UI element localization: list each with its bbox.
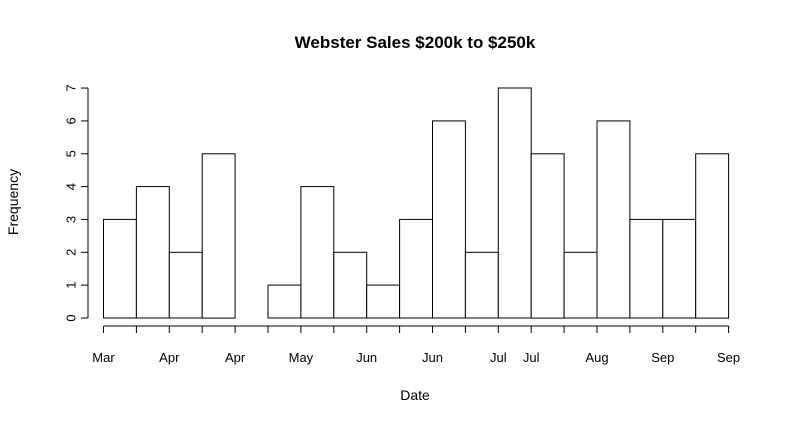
x-axis: Mar Apr Apr May Jun Jun Jul Jul Aug Sep Sep xyxy=(92,325,740,365)
histogram-bar xyxy=(497,87,532,319)
chart-title: Webster Sales $200k to $250k xyxy=(295,33,536,52)
histogram-bar xyxy=(464,251,499,319)
histogram-bar xyxy=(135,186,170,319)
histogram-bar xyxy=(432,120,466,319)
y-tick-label: 7 xyxy=(64,84,79,91)
histogram-bar xyxy=(103,218,137,319)
y-tick-label: 4 xyxy=(64,183,79,190)
x-axis-label: Date xyxy=(400,387,430,403)
histogram-bar xyxy=(300,186,335,319)
histogram-bar xyxy=(695,153,730,319)
y-axis: 0 1 2 3 4 5 6 7 xyxy=(64,84,89,322)
y-tick-label: 5 xyxy=(64,150,79,157)
y-tick-label: 3 xyxy=(64,216,79,223)
histogram-bar xyxy=(168,251,203,319)
x-tick-label: Mar xyxy=(92,350,115,365)
x-tick-label: Jun xyxy=(356,350,377,365)
histogram-bar xyxy=(596,120,631,319)
y-tick-label: 1 xyxy=(64,282,79,289)
x-tick-label: Apr xyxy=(225,350,246,365)
x-tick-label: Jul xyxy=(523,350,540,365)
y-tick-label: 0 xyxy=(64,314,79,321)
histogram-bar xyxy=(563,251,598,319)
histogram-bar xyxy=(366,284,401,319)
x-tick-label: Sep xyxy=(651,350,674,365)
histogram-bar xyxy=(399,218,434,319)
x-tick-label: Jun xyxy=(422,350,443,365)
x-tick-label: Apr xyxy=(159,350,180,365)
x-tick-label: Aug xyxy=(585,350,608,365)
y-tick-label: 2 xyxy=(64,249,79,256)
histogram-bar xyxy=(662,218,697,319)
bars-group xyxy=(103,87,730,319)
histogram-bar xyxy=(201,153,236,319)
y-tick-label: 6 xyxy=(64,117,79,124)
histogram-bar xyxy=(530,153,565,319)
x-tick-label: Jul xyxy=(490,350,507,365)
histogram-bar xyxy=(629,218,664,319)
histogram-bar xyxy=(333,251,368,319)
x-tick-label: May xyxy=(289,350,314,365)
y-axis-label: Frequency xyxy=(5,169,21,235)
x-tick-label: Sep xyxy=(717,350,740,365)
histogram-bar xyxy=(267,284,302,319)
